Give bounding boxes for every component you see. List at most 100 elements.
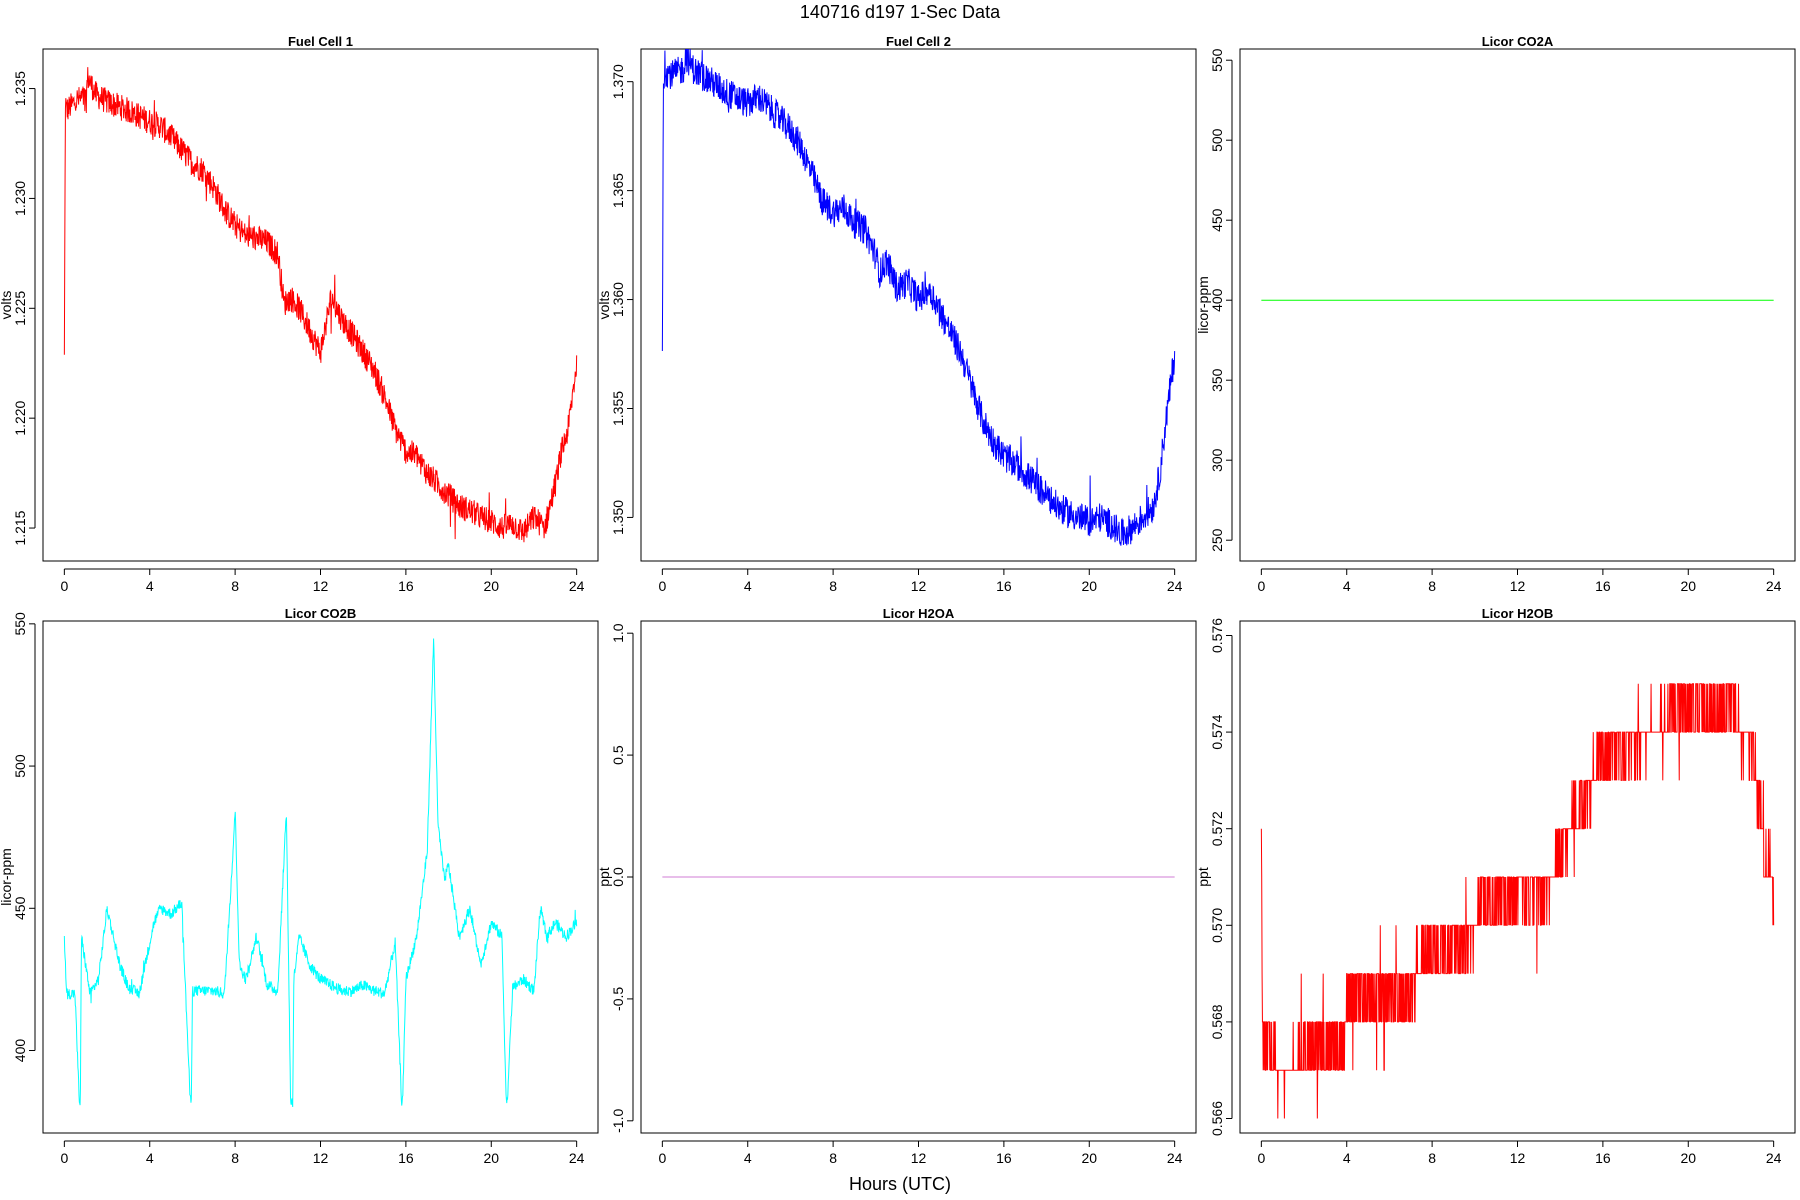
x-tick-label: 24 (1167, 578, 1183, 594)
x-tick-label: 20 (1680, 578, 1696, 594)
y-tick-label: 1.355 (610, 391, 626, 426)
panel-title: Licor CO2B (285, 606, 357, 621)
y-tick-label: 300 (1209, 448, 1225, 472)
x-tick-label: 8 (1428, 578, 1436, 594)
y-tick-label: 0.0 (610, 867, 626, 887)
x-tick-label: 16 (398, 1150, 414, 1166)
x-tick-label: 8 (231, 578, 239, 594)
x-tick-label: 12 (1510, 1150, 1526, 1166)
x-tick-label: 4 (744, 578, 752, 594)
chart-panel-5: Licor H2OA 0 4 8 12 16 20 24 -1.0 -0.5 0.0 0.5 1.0 pp… (596, 606, 1197, 1166)
y-tick-label: 0.566 (1209, 1101, 1225, 1136)
y-tick-label: 1.230 (12, 181, 28, 216)
chart-panel-4: Licor CO2B 0 4 8 12 16 20 24 400 450 500 550 licor-p… (0, 606, 599, 1166)
y-tick-label: 500 (1209, 128, 1225, 152)
x-tick-label: 4 (1343, 1150, 1351, 1166)
x-tick-label: 16 (996, 1150, 1012, 1166)
y-axis-label: ppt (596, 867, 612, 887)
x-tick-label: 0 (658, 1150, 666, 1166)
panel-title: Fuel Cell 1 (288, 34, 353, 49)
y-tick-label: 1.350 (610, 500, 626, 535)
x-tick-label: 12 (911, 1150, 927, 1166)
y-tick-label: 0.5 (610, 745, 626, 765)
y-tick-label: 0.572 (1209, 811, 1225, 846)
x-tick-label: 20 (1081, 1150, 1097, 1166)
figure-xlabel: Hours (UTC) (849, 1174, 951, 1194)
plot-frame (42, 48, 599, 562)
x-tick-label: 12 (313, 1150, 329, 1166)
panel-title: Fuel Cell 2 (886, 34, 951, 49)
y-tick-label: 550 (1209, 48, 1225, 72)
plot-frame (1239, 48, 1796, 562)
x-tick-label: 4 (1343, 578, 1351, 594)
x-tick-label: 20 (1680, 1150, 1696, 1166)
x-tick-label: 20 (483, 1150, 499, 1166)
data-series-line (63, 638, 578, 1108)
x-tick-label: 24 (569, 578, 585, 594)
y-tick-label: 1.365 (610, 173, 626, 208)
data-series-line (63, 67, 578, 543)
x-tick-label: 4 (744, 1150, 752, 1166)
y-tick-label: 450 (1209, 208, 1225, 232)
x-tick-label: 16 (996, 578, 1012, 594)
x-tick-label: 20 (1081, 578, 1097, 594)
x-tick-label: 0 (658, 578, 666, 594)
y-axis-label: volts (596, 291, 612, 320)
y-tick-label: 0.568 (1209, 1004, 1225, 1039)
y-tick-label: 1.235 (12, 71, 28, 106)
x-tick-label: 24 (1766, 1150, 1782, 1166)
y-tick-label: 500 (12, 754, 28, 778)
figure-title: 140716 d197 1-Sec Data (800, 2, 1001, 22)
chart-panel-1: Fuel Cell 1 0 4 8 12 16 20 24 1.215 1.220 1.225 1.2… (0, 34, 599, 594)
panel-title: Licor H2OA (883, 606, 955, 621)
x-tick-label: 16 (1595, 1150, 1611, 1166)
chart-panel-3: Licor CO2A 0 4 8 12 16 20 24 250 300 350 400 450 500 5… (1195, 34, 1796, 594)
y-tick-label: 1.0 (610, 623, 626, 643)
chart-panel-2: Fuel Cell 2 0 4 8 12 16 20 24 1.350 1.355 1.360 1.3… (596, 34, 1197, 594)
plot-frame (640, 48, 1197, 562)
panel-title: Licor H2OB (1482, 606, 1554, 621)
chart-panel-6: Licor H2OB 0 4 8 12 16 20 24 0.566 0.568 0.570 0.57… (1195, 606, 1796, 1166)
x-tick-label: 0 (60, 578, 68, 594)
y-tick-label: 350 (1209, 368, 1225, 392)
y-tick-label: 0.576 (1209, 618, 1225, 653)
x-tick-label: 12 (911, 578, 927, 594)
data-series-line (1260, 683, 1775, 1119)
x-tick-label: 24 (569, 1150, 585, 1166)
chart-panels: Fuel Cell 1 0 4 8 12 16 20 24 1.215 1.220 1.225 1.2… (0, 34, 1796, 1166)
x-tick-label: 4 (146, 578, 154, 594)
x-tick-label: 12 (313, 578, 329, 594)
x-tick-label: 8 (829, 578, 837, 594)
y-tick-label: 0.574 (1209, 714, 1225, 749)
x-tick-label: 0 (1257, 578, 1265, 594)
y-tick-label: 1.360 (610, 282, 626, 317)
x-tick-label: 8 (1428, 1150, 1436, 1166)
y-tick-label: 1.215 (12, 510, 28, 545)
plot-frame (640, 620, 1197, 1134)
panel-title: Licor CO2A (1482, 34, 1554, 49)
y-axis-label: licor-ppm (1195, 276, 1211, 334)
y-tick-label: 550 (12, 612, 28, 636)
y-axis-label: volts (0, 291, 14, 320)
x-tick-label: 16 (398, 578, 414, 594)
x-tick-label: 20 (483, 578, 499, 594)
y-tick-label: 250 (1209, 528, 1225, 552)
x-tick-label: 8 (231, 1150, 239, 1166)
plot-frame (42, 620, 599, 1134)
y-tick-label: 1.220 (12, 400, 28, 435)
y-tick-label: 400 (1209, 288, 1225, 312)
data-series-line (661, 49, 1176, 546)
y-tick-label: -0.5 (610, 987, 626, 1011)
x-tick-label: 12 (1510, 578, 1526, 594)
x-tick-label: 24 (1766, 578, 1782, 594)
y-axis-label: licor-ppm (0, 848, 14, 906)
y-axis-label: ppt (1195, 867, 1211, 887)
y-tick-label: 1.225 (12, 291, 28, 326)
x-tick-label: 16 (1595, 578, 1611, 594)
y-tick-label: 400 (12, 1039, 28, 1063)
y-tick-label: 1.370 (610, 64, 626, 99)
x-tick-label: 4 (146, 1150, 154, 1166)
x-tick-label: 0 (60, 1150, 68, 1166)
plot-frame (1239, 620, 1796, 1134)
